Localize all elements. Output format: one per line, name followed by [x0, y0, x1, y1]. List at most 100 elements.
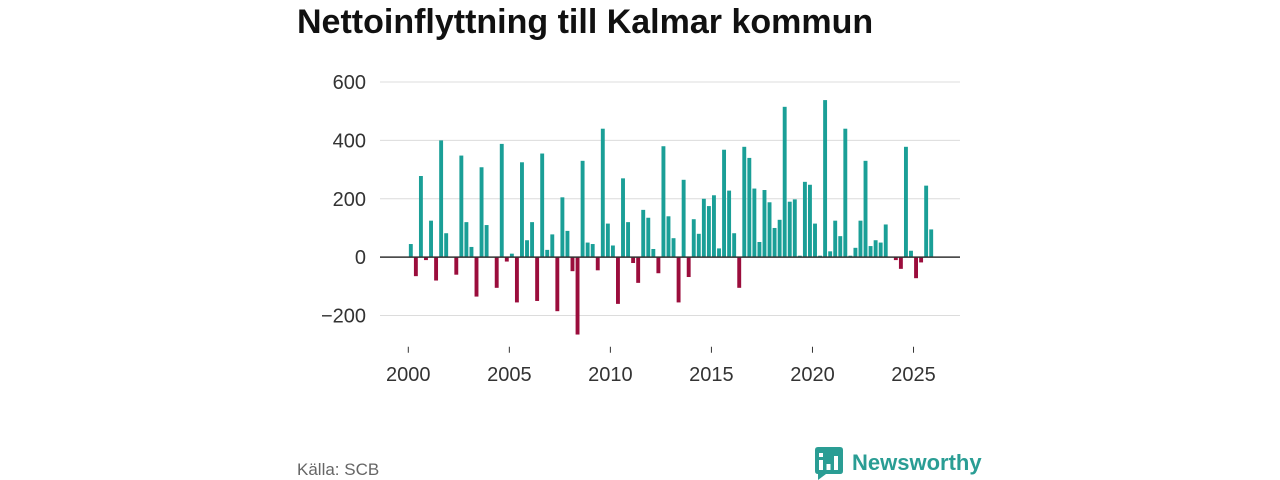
- logo-text: Newsworthy: [852, 450, 982, 475]
- y-tick-label: 0: [355, 247, 366, 269]
- bar-negative: [570, 257, 575, 272]
- bar-positive: [823, 100, 828, 258]
- bar-positive: [878, 242, 883, 258]
- bar-positive: [444, 233, 449, 258]
- bar-positive: [600, 128, 605, 258]
- bar-positive: [813, 223, 817, 258]
- bar-positive: [924, 185, 929, 258]
- bar-positive: [757, 241, 762, 258]
- x-axis: 2000 2005 2010 2015 2020 2025: [386, 346, 936, 386]
- bar-chart-speech-bubble-icon: [815, 447, 843, 480]
- bar-negative: [919, 257, 924, 263]
- bar-positive: [479, 167, 484, 258]
- x-tick-label: 2025: [891, 364, 936, 386]
- bar-positive: [792, 199, 797, 258]
- bar-positive: [469, 246, 474, 258]
- bar-positive: [646, 217, 651, 258]
- bar-positive: [838, 236, 843, 258]
- bar-positive: [762, 190, 767, 258]
- bar-negative: [595, 257, 600, 271]
- bar-positive: [706, 206, 711, 258]
- bar-negative: [555, 257, 560, 312]
- bar-positive: [499, 143, 504, 258]
- bar-positive: [903, 146, 908, 258]
- bar-positive: [808, 184, 812, 258]
- bar-positive: [787, 201, 792, 258]
- bar-negative: [636, 257, 641, 283]
- bar-negative: [413, 257, 418, 277]
- bar-positive: [732, 233, 737, 258]
- bar-positive: [565, 230, 570, 258]
- logo-bar: [826, 464, 831, 470]
- bar-negative: [494, 257, 499, 288]
- bar-negative: [914, 257, 918, 279]
- bar-negative: [737, 257, 742, 288]
- bar-positive: [580, 160, 585, 258]
- bar-positive: [883, 224, 888, 258]
- x-tick-label: 2020: [790, 364, 835, 386]
- y-tick-label: 600: [333, 72, 366, 94]
- bar-positive: [509, 253, 514, 258]
- bar-positive: [727, 190, 732, 258]
- bar-positive: [828, 251, 833, 258]
- logo-bar: [819, 453, 823, 457]
- bar-positive: [560, 197, 565, 258]
- bar-positive: [782, 106, 787, 258]
- x-tick-label: 2010: [588, 364, 633, 386]
- bar-positive: [722, 149, 727, 258]
- bar-positive: [868, 246, 873, 258]
- bar-positive: [408, 244, 413, 258]
- bar-positive: [747, 157, 752, 258]
- bar-negative: [514, 257, 519, 303]
- bar-positive: [610, 245, 615, 258]
- bar-positive: [802, 181, 807, 258]
- bar-positive: [459, 155, 464, 258]
- bar-negative: [424, 257, 428, 261]
- bar-positive: [550, 234, 555, 258]
- bar-positive: [853, 247, 858, 258]
- y-axis: −200 0 200 400 600: [321, 72, 366, 328]
- bar-positive: [464, 222, 469, 258]
- gridlines: [380, 81, 960, 317]
- bar-positive: [651, 248, 656, 258]
- bar-negative: [616, 257, 620, 304]
- bar-negative: [474, 257, 479, 297]
- bar-positive: [833, 220, 838, 258]
- bar-positive: [590, 244, 595, 258]
- bar-positive: [701, 198, 706, 258]
- bar-positive: [605, 223, 610, 258]
- bar-positive: [621, 178, 625, 258]
- bar-positive: [712, 195, 716, 258]
- x-tick-label: 2000: [386, 364, 431, 386]
- bar-positive: [626, 222, 631, 258]
- bar-negative: [454, 257, 459, 275]
- logo-bar: [819, 460, 823, 470]
- newsworthy-logo[interactable]: Newsworthy: [815, 447, 982, 480]
- bar-positive: [681, 179, 686, 258]
- bar-positive: [863, 160, 868, 258]
- bar-positive: [545, 249, 550, 258]
- chart-title: Nettoinflyttning till Kalmar kommun: [297, 3, 873, 41]
- bar-negative: [676, 257, 681, 303]
- bar-positive: [752, 188, 757, 258]
- y-tick-label: 400: [333, 130, 366, 152]
- bar-positive: [525, 240, 529, 258]
- bar-positive: [540, 153, 545, 258]
- x-tick-label: 2005: [487, 364, 532, 386]
- bar-positive: [717, 248, 721, 258]
- bar-positive: [873, 240, 878, 258]
- bar-positive: [909, 250, 913, 258]
- bar-positive: [530, 222, 535, 258]
- bar-positive: [439, 140, 444, 258]
- bar-positive: [585, 242, 590, 258]
- bar-negative: [631, 257, 636, 264]
- bar-positive: [929, 229, 934, 258]
- bar-positive: [843, 128, 848, 258]
- bar-positive: [484, 225, 489, 258]
- bar-positive: [767, 202, 772, 258]
- bar-positive: [772, 227, 777, 258]
- bar-positive: [691, 219, 696, 258]
- bar-positive: [671, 238, 676, 258]
- bar-positive: [520, 162, 524, 258]
